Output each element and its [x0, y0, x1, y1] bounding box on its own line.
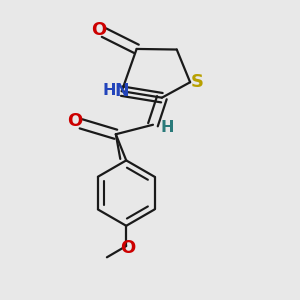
- Text: O: O: [67, 112, 82, 130]
- Text: H: H: [160, 120, 174, 135]
- Text: O: O: [120, 239, 135, 257]
- Text: O: O: [91, 21, 106, 39]
- Text: N: N: [115, 82, 129, 100]
- Text: S: S: [191, 73, 204, 91]
- Text: H: H: [103, 83, 116, 98]
